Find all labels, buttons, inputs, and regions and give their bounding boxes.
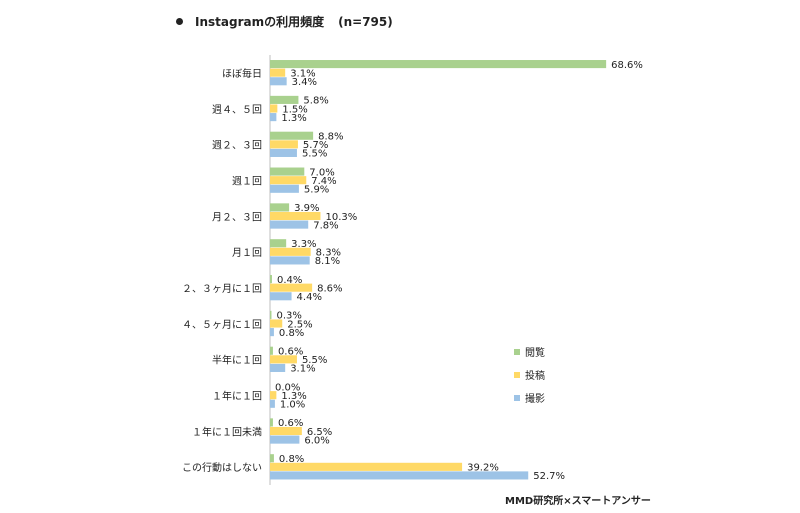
- data-label: 0.0%: [275, 382, 300, 393]
- bar-撮影: [270, 113, 277, 122]
- bar-投稿: [270, 391, 277, 400]
- category-label: 週２、３回: [212, 140, 262, 152]
- bar-投稿: [270, 355, 297, 364]
- bar-投稿: [270, 176, 307, 185]
- data-label: 52.7%: [533, 471, 565, 482]
- bar-閲覧: [270, 239, 287, 248]
- data-label: 6.5%: [307, 427, 332, 438]
- data-label: 6.0%: [304, 435, 329, 446]
- category-label: 半年に１回: [212, 354, 262, 367]
- data-label: 0.4%: [277, 275, 302, 286]
- bar-閲覧: [270, 346, 273, 355]
- bar-閲覧: [270, 95, 299, 104]
- bar-閲覧: [270, 275, 272, 284]
- bar-撮影: [270, 363, 286, 372]
- legend-swatch: [514, 372, 520, 378]
- data-label: 1.0%: [280, 400, 305, 411]
- legend-label: 閲覧: [525, 347, 545, 359]
- category-label: ４、５ヶ月に１回: [182, 319, 262, 331]
- category-label: １年に１回: [212, 389, 262, 402]
- sample-size-label: (n=795): [338, 14, 393, 29]
- data-label: 5.7%: [303, 140, 328, 151]
- category-label: 月２、３回: [212, 211, 262, 223]
- data-label: 5.5%: [302, 355, 327, 366]
- data-label: 1.3%: [281, 391, 306, 402]
- data-label: 3.1%: [290, 364, 315, 375]
- data-label: 0.8%: [279, 454, 304, 465]
- bar-閲覧: [270, 454, 274, 463]
- category-label: 週１回: [232, 175, 262, 187]
- data-label: 5.5%: [302, 149, 327, 160]
- bar-閲覧: [270, 167, 305, 176]
- data-label: 0.6%: [278, 346, 303, 357]
- legend-swatch: [514, 349, 520, 355]
- data-label: 39.2%: [467, 463, 499, 474]
- bar-投稿: [270, 319, 283, 328]
- bar-投稿: [270, 211, 321, 221]
- bar-閲覧: [270, 310, 272, 319]
- bar-投稿: [270, 140, 298, 149]
- data-label: 7.4%: [311, 176, 336, 187]
- data-label: 3.1%: [290, 68, 315, 79]
- bar-撮影: [270, 471, 529, 480]
- bar-撮影: [270, 399, 275, 408]
- data-label: 3.9%: [294, 203, 319, 214]
- bar-撮影: [270, 184, 299, 193]
- data-label: 8.1%: [315, 256, 340, 267]
- bar-撮影: [270, 77, 287, 86]
- data-label: 0.8%: [279, 328, 304, 339]
- chart-title-row: Instagramの利用頻度 (n=795): [176, 13, 393, 30]
- bar-投稿: [270, 68, 286, 77]
- legend-label: 撮影: [525, 392, 545, 405]
- data-label: 8.3%: [316, 248, 341, 259]
- category-label: 週４、５回: [212, 104, 262, 116]
- bar-投稿: [270, 247, 311, 256]
- data-label: 0.6%: [278, 418, 303, 429]
- bar-投稿: [270, 104, 278, 113]
- category-label: ほぼ毎日: [222, 67, 262, 80]
- data-label: 3.4%: [292, 77, 317, 88]
- data-label: 1.3%: [281, 113, 306, 124]
- bar-閲覧: [270, 418, 273, 427]
- category-label: １年に１回未満: [192, 425, 262, 438]
- source-credit: MMD研究所×スマートアンサー: [505, 496, 651, 507]
- bullet-icon: [176, 18, 183, 25]
- data-label: 5.8%: [303, 96, 328, 107]
- category-label: 月１回: [232, 247, 262, 259]
- category-label: ２、３ヶ月に１回: [182, 283, 262, 295]
- data-label: 7.0%: [309, 167, 334, 178]
- category-label: この行動はしない: [182, 461, 262, 474]
- bar-撮影: [270, 220, 309, 229]
- bar-撮影: [270, 328, 274, 337]
- legend-swatch: [514, 395, 520, 401]
- bar-撮影: [270, 148, 297, 157]
- data-label: 8.6%: [317, 283, 342, 294]
- data-label: 68.6%: [611, 60, 643, 71]
- bar-投稿: [270, 283, 313, 292]
- data-label: 2.5%: [287, 319, 312, 330]
- bar-撮影: [270, 435, 300, 444]
- bar-投稿: [270, 462, 463, 471]
- data-label: 4.4%: [297, 292, 322, 303]
- data-label: 0.3%: [276, 311, 301, 322]
- data-label: 8.8%: [318, 131, 343, 142]
- bar-投稿: [270, 426, 302, 436]
- bar-閲覧: [270, 131, 314, 140]
- bar-撮影: [270, 292, 292, 301]
- data-label: 1.5%: [282, 104, 307, 115]
- chart-title: Instagramの利用頻度: [195, 15, 325, 29]
- data-label: 5.9%: [304, 185, 329, 196]
- data-label: 7.8%: [313, 220, 338, 231]
- legend-label: 投稿: [525, 369, 545, 382]
- data-label: 3.3%: [291, 239, 316, 250]
- bar-閲覧: [270, 60, 607, 69]
- data-label: 10.3%: [325, 212, 357, 223]
- bar-撮影: [270, 256, 310, 265]
- bar-閲覧: [270, 203, 290, 212]
